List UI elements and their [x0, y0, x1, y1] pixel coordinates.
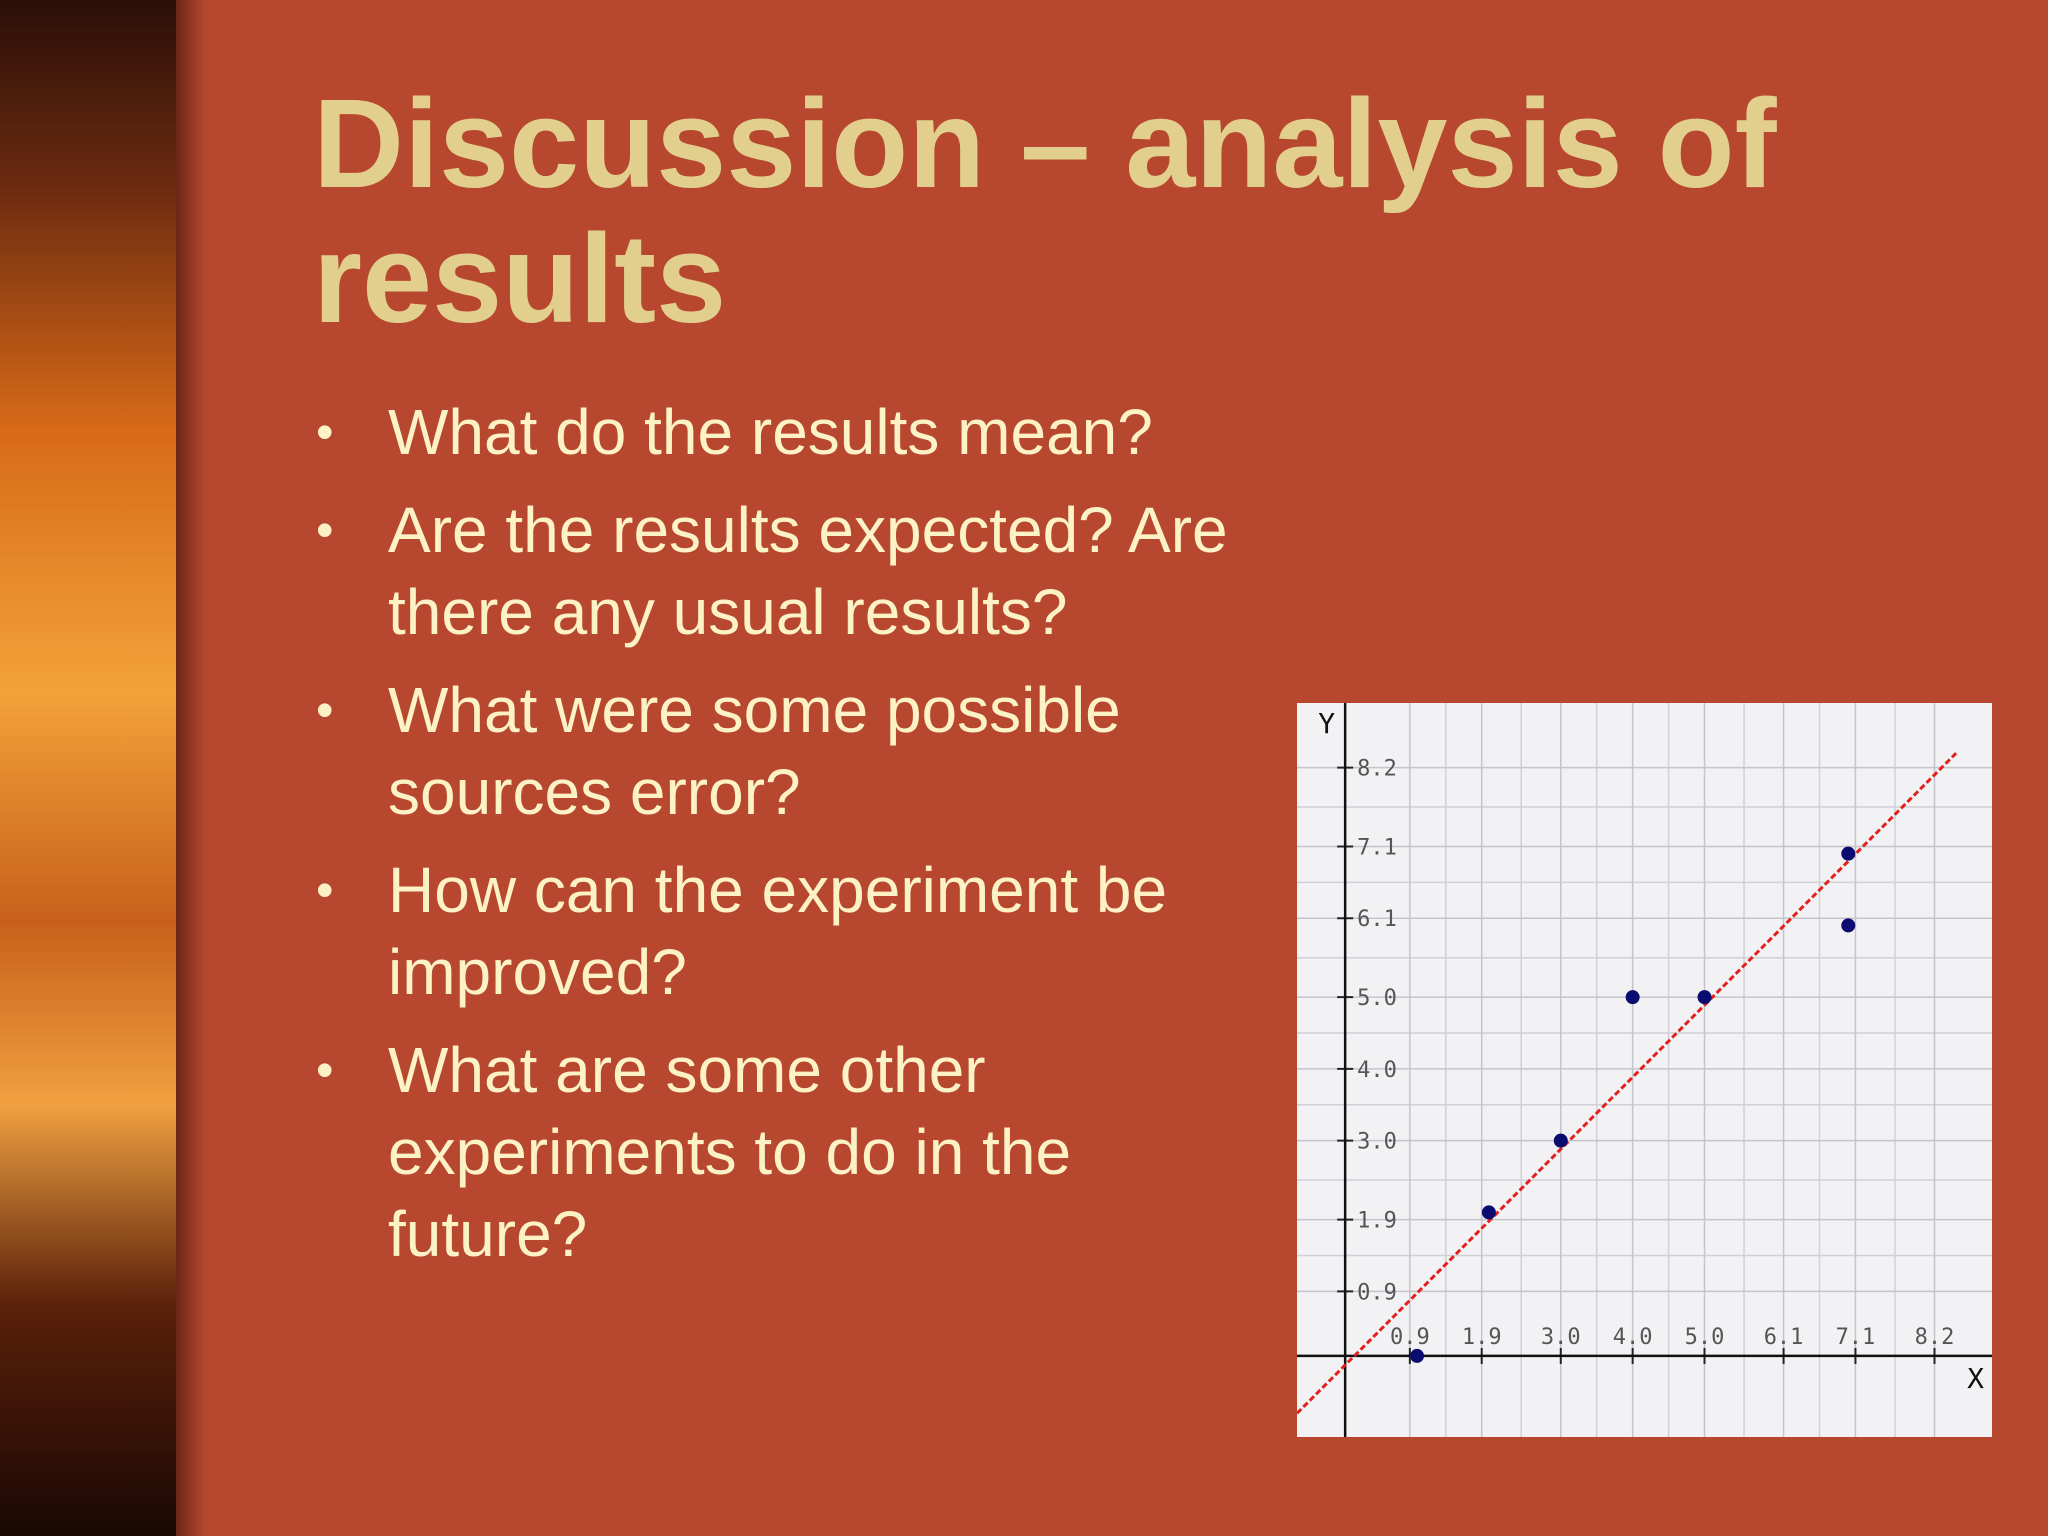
y-tick-label: 8.2: [1357, 757, 1397, 782]
bullet: What are some other experiments to do in …: [300, 1029, 1228, 1275]
trend-line: [1297, 752, 1958, 1415]
x-tick-label: 8.2: [1915, 1325, 1955, 1350]
bullet-line: How can the experiment be: [388, 854, 1168, 926]
x-tick-label: 7.1: [1836, 1325, 1876, 1350]
bullet-line: improved?: [388, 936, 687, 1008]
y-tick-label: 7.1: [1357, 835, 1397, 860]
data-point: [1841, 918, 1856, 933]
data-point: [1841, 846, 1856, 861]
x-tick-label: 1.9: [1462, 1325, 1502, 1350]
y-axis-label: Y: [1318, 707, 1335, 740]
y-tick-label: 6.1: [1357, 907, 1397, 932]
bullet: What were some possible sources error?: [300, 669, 1228, 833]
bullet-line: What were some possible: [388, 674, 1121, 746]
y-tick-label: 3.0: [1357, 1130, 1397, 1155]
bullet-list: What do the results mean? Are the results…: [300, 391, 1228, 1291]
x-tick-label: 4.0: [1613, 1325, 1653, 1350]
data-point: [1481, 1205, 1496, 1220]
bullet-line: experiments to do in the: [388, 1116, 1072, 1188]
bullet: What do the results mean?: [300, 391, 1228, 473]
chart: 0.9 1.9 3.0 4.0 5.0 6.1 7.1 8.2 0.9 1.9 3.0 4.0 5.0 6…: [1297, 703, 1992, 1437]
bullet-line: sources error?: [388, 756, 801, 828]
data-point: [1625, 990, 1640, 1005]
y-tick-label: 5.0: [1357, 986, 1397, 1011]
x-tick-label: 5.0: [1685, 1325, 1725, 1350]
slide-title: Discussion – analysis of results: [313, 73, 1777, 349]
y-tick-label: 1.9: [1357, 1209, 1397, 1234]
x-tick-label: 3.0: [1541, 1325, 1581, 1350]
y-tick-label: 0.9: [1357, 1280, 1397, 1305]
data-point: [1697, 990, 1712, 1005]
bullet-line: Are the results expected? Are: [388, 494, 1228, 566]
bullet: Are the results expected? Are there any u…: [300, 489, 1228, 653]
bullet-line: there any usual results?: [388, 576, 1068, 648]
x-tick-label: 6.1: [1764, 1325, 1804, 1350]
bullet: How can the experiment be improved?: [300, 849, 1228, 1013]
x-axis-label: X: [1967, 1362, 1984, 1395]
bullet-line: future?: [388, 1198, 588, 1270]
data-point: [1553, 1133, 1568, 1148]
bullet-line: What do the results mean?: [388, 396, 1153, 468]
data-point: [1410, 1348, 1425, 1363]
y-tick-label: 4.0: [1357, 1058, 1397, 1083]
bullet-line: What are some other: [388, 1034, 986, 1106]
x-tick-label: 0.9: [1390, 1325, 1430, 1350]
side-photo: [0, 0, 206, 1536]
